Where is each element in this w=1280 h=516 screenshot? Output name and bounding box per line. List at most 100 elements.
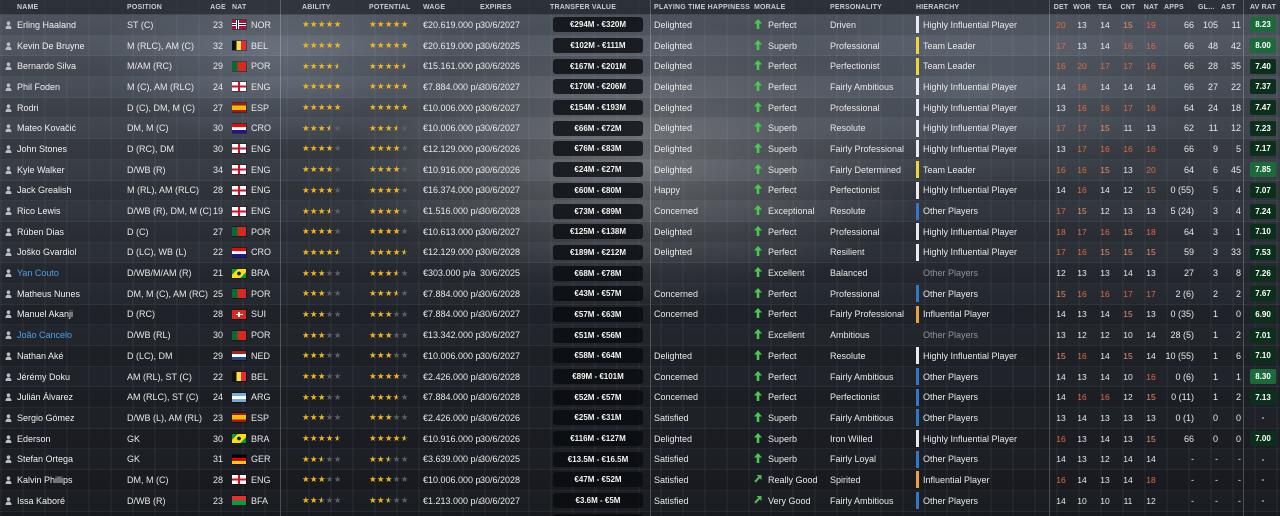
table-row[interactable]: Matheus Nunes DM, M (C), AM (RC) 25 POR ★ ★ ★ ★… — [0, 284, 1280, 305]
col-header-hierarchy[interactable]: HIERARCHY — [916, 3, 960, 11]
player-name-link[interactable]: Joško Gvardiol — [17, 247, 77, 258]
col-header-morale[interactable]: MORALE — [754, 3, 786, 11]
ability-star: ★ — [333, 474, 342, 485]
nationality-flag-icon — [232, 309, 246, 319]
table-row[interactable]: Joško Gvardiol D (LC), WB (L) 22 CRO ★ ★ ★ ★ ★ ★ ★… — [0, 243, 1280, 264]
player-name-link[interactable]: Rúben Dias — [17, 226, 65, 237]
stat-apps: 0 (35) — [1170, 309, 1194, 320]
table-row[interactable]: Rúben Dias D (C) 27 POR ★ ★ ★ ★ ★ ★ ★ ★ ★ ★ €10.613.00… — [0, 221, 1280, 243]
nationality-code: NED — [251, 350, 271, 361]
table-row[interactable]: Rodri D (C), DM, M (C) 27 ESP ★ ★ ★ ★ ★ ★ ★ ★ ★ ★ €10.… — [0, 97, 1280, 119]
player-name-link[interactable]: Yan Couto — [17, 268, 59, 279]
col-header-determination[interactable]: DET — [1053, 3, 1069, 11]
table-row[interactable]: João Cancelo D/WB (RL) 30 POR ★ ★ ★ ★ ★ ★ ★ ★ ★ ★ €13.… — [0, 325, 1280, 346]
player-name-link[interactable]: Kyle Walker — [17, 164, 65, 175]
table-row[interactable]: Kyle Walker D/WB (R) 34 ENG ★ ★ ★ ★ ★ ★ ★ ★ ★ ★ €10.91… — [0, 160, 1280, 181]
col-header-potential[interactable]: POTENTIAL — [369, 3, 411, 11]
ability-star: ★ — [325, 60, 334, 71]
contract-expires: 30/6/2026 — [480, 164, 521, 175]
table-row[interactable]: Manuel Akanji D (RC) 28 SUI ★ ★ ★ ★ ★ ★ ★ ★ ★ ★ €7.884… — [0, 304, 1280, 326]
col-header-teamwork[interactable]: TEA — [1097, 3, 1113, 11]
player-name-link[interactable]: Issa Kaboré — [17, 495, 66, 506]
player-morale: Excellent — [754, 325, 826, 345]
player-personality: Fairly Determined — [830, 164, 902, 175]
table-row[interactable]: Issa Kaboré D/WB (R) 23 BFA ★ ★ ★ ★ ★ ★ ★ ★ ★ ★ €1.213… — [0, 491, 1280, 512]
table-row[interactable]: John Stones D (RC), DM 30 ENG ★ ★ ★ ★ ★ ★ ★ ★ ★ ★ €12.… — [0, 139, 1280, 160]
col-header-transfer-value[interactable]: TRANSFER VALUE — [550, 3, 617, 11]
player-name-link[interactable]: Ederson — [17, 433, 51, 444]
table-row[interactable]: Scott CarsonGK38ENG★★★★★★★★★★€1.819.000 … — [0, 511, 1280, 516]
col-header-concentration[interactable]: CNT — [1120, 3, 1136, 11]
col-header-ability[interactable]: ABILITY — [302, 3, 331, 11]
player-name-link[interactable]: Phil Foden — [17, 81, 61, 92]
table-row[interactable]: Kevin De Bruyne M (RLC), AM (C) 32 BEL ★ ★ ★ ★ ★… — [0, 36, 1280, 57]
table-row[interactable]: Julián Álvarez AM (RLC), ST (C) 24 ARG ★ ★ ★ ★ ★… — [0, 387, 1280, 409]
player-name-link[interactable]: Jack Grealish — [17, 185, 72, 196]
col-header-name[interactable]: NAME — [17, 3, 39, 11]
potential-star: ★ — [384, 226, 393, 237]
col-header-apps[interactable]: APPS — [1164, 3, 1184, 11]
average-rating: 8.00 — [1248, 36, 1278, 56]
table-row[interactable]: Kalvin Phillips DM, M (C) 28 ENG ★ ★ ★ ★ ★ ★ ★ ★ ★ ★ €… — [0, 470, 1280, 491]
player-name-link[interactable]: Sergio Gómez — [17, 412, 75, 423]
col-header-average-rating[interactable]: AV RAT — [1249, 3, 1277, 11]
table-row[interactable]: Phil Foden M (C), AM (RLC) 24 ENG ★ ★ ★ ★ ★ ★ ★ ★ ★ ★… — [0, 77, 1280, 98]
table-row[interactable]: Mateo Kovačić DM, M (C) 30 CRO ★ ★ ★ ★ ★ ★ ★ ★ ★ ★ €10… — [0, 118, 1280, 140]
col-header-work-rate[interactable]: WOR — [1073, 3, 1091, 11]
player-name-link[interactable]: Nathan Aké — [17, 350, 64, 361]
player-name-link[interactable]: Erling Haaland — [17, 19, 77, 30]
col-header-goals[interactable]: GL... — [1198, 3, 1215, 11]
transfer-value-pill: €51M - €56M — [553, 327, 643, 343]
col-header-age[interactable]: AGE — [210, 3, 226, 11]
player-morale: Superb — [754, 139, 826, 159]
player-name-link[interactable]: Matheus Nunes — [17, 288, 81, 299]
table-row[interactable]: Jérémy Doku AM (RL), ST (C) 22 BEL ★ ★ ★ ★ ★ ★ ★ ★ ★… — [0, 367, 1280, 388]
hierarchy-label: Other Players — [923, 330, 979, 341]
contract-expires: 30/6/2026 — [480, 433, 521, 444]
col-header-wage[interactable]: WAGE — [423, 3, 446, 11]
transfer-value-pill: €58M - €64M — [553, 348, 643, 364]
table-row[interactable]: Nathan Aké D (LC), DM 29 NED ★ ★ ★ ★ ★ ★ ★ ★ ★ ★ €10.0… — [0, 346, 1280, 367]
stat-goals: - — [1215, 454, 1218, 465]
table-row[interactable]: Jack Grealish M (RL), AM (RLC) 28 ENG ★ ★ ★ ★ ★ ★… — [0, 180, 1280, 202]
playing-time-happiness: Delighted — [654, 350, 693, 361]
player-name-link[interactable]: Kevin De Bruyne — [17, 40, 85, 51]
table-row[interactable]: Yan Couto D/WB/M/AM (R) 21 BRA ★ ★ ★ ★ ★ ★ ★ ★ ★ ★ €30… — [0, 263, 1280, 284]
attr-natural-fitness: 13 — [1146, 123, 1156, 134]
col-header-personality[interactable]: PERSONALITY — [830, 3, 882, 11]
table-row[interactable]: Rico Lewis D/WB (R), DM, M (C) 19 ENG ★ ★ ★ ★ ★ ★… — [0, 201, 1280, 222]
col-header-natural-fitness[interactable]: NAT — [1143, 3, 1159, 11]
table-row[interactable]: Erling Haaland ST (C) 23 NOR ★ ★ ★ ★ ★ ★ ★ ★ ★ ★ €20.6… — [0, 15, 1280, 36]
stat-goals: 3 — [1212, 268, 1218, 279]
table-row[interactable]: Bernardo Silva M/AM (RC) 29 POR ★ ★ ★ ★ ★ ★ ★ ★ ★ ★ €1… — [0, 56, 1280, 78]
col-header-expires[interactable]: EXPIRES — [480, 3, 512, 11]
player-name-link[interactable]: Kalvin Phillips — [17, 474, 73, 485]
col-header-position[interactable]: POSITION — [127, 3, 163, 11]
potential-star: ★ — [384, 122, 393, 133]
player-name-link[interactable]: Bernardo Silva — [17, 61, 77, 72]
col-header-assists[interactable]: AST — [1221, 3, 1236, 11]
player-name-link[interactable]: Manuel Akanji — [17, 309, 74, 320]
player-name-link[interactable]: Scott Carson — [17, 512, 129, 516]
player-name-link[interactable]: Julián Álvarez — [17, 392, 74, 403]
average-rating-box: 7.01 — [1250, 327, 1276, 343]
ability-star: ★ — [325, 391, 334, 402]
table-row[interactable]: Sergio Gómez D/WB (L), AM (RL) 23 ESP ★ ★ ★ ★ ★ ★… — [0, 408, 1280, 429]
table-row[interactable]: Stefan Ortega GK 31 GER ★ ★ ★ ★ ★ ★ ★ ★ ★ ★ €3.639.000… — [0, 449, 1280, 471]
col-header-nationality[interactable]: NAT — [232, 3, 247, 11]
player-name-link[interactable]: Jérémy Doku — [17, 371, 71, 382]
player-name-link[interactable]: John Stones — [17, 143, 68, 154]
ability-star: ★ — [325, 433, 334, 444]
potential-star: ★ — [376, 329, 385, 340]
attr-work-rate: 13 — [1077, 268, 1087, 279]
player-name-link[interactable]: João Cancelo — [17, 330, 73, 341]
player-name-link[interactable]: Rico Lewis — [17, 206, 61, 217]
player-personality: Professional — [830, 40, 880, 51]
player-name-link[interactable]: Rodri — [17, 102, 39, 113]
player-status-icon — [5, 367, 15, 387]
col-header-playing-time[interactable]: PLAYING TIME HAPPINESS — [654, 3, 750, 11]
player-name-link[interactable]: Mateo Kovačić — [17, 123, 77, 134]
player-name-link[interactable]: Stefan Ortega — [17, 454, 74, 465]
average-rating: 7.53 — [1248, 243, 1278, 263]
